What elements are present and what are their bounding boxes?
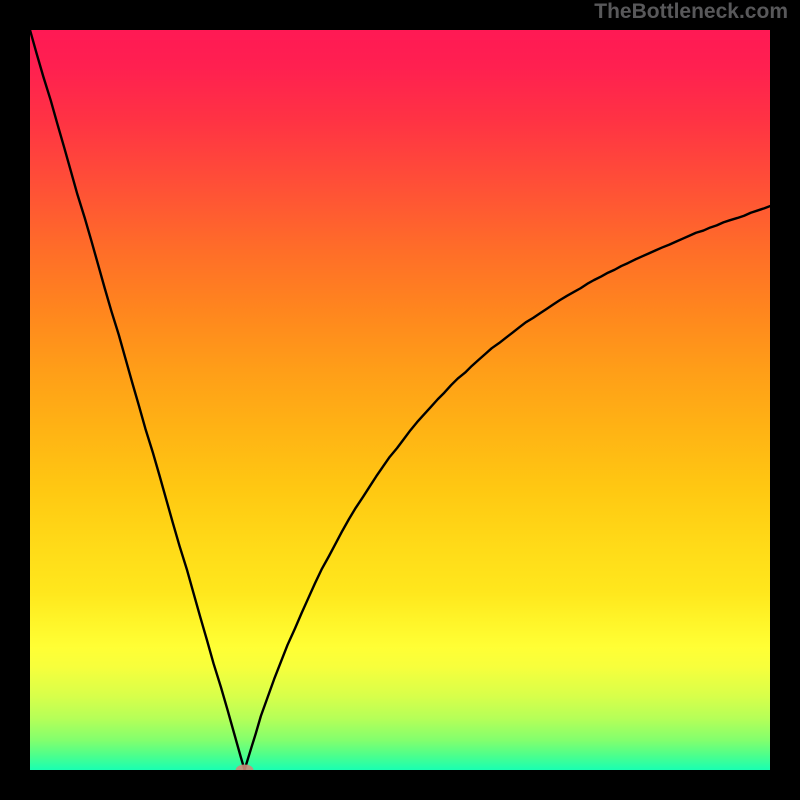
chart-frame: TheBottleneck.com <box>0 0 800 800</box>
watermark-text: TheBottleneck.com <box>594 0 788 24</box>
gradient-background <box>30 30 770 770</box>
plot-area <box>30 30 770 770</box>
bottleneck-curve-chart <box>30 30 770 770</box>
